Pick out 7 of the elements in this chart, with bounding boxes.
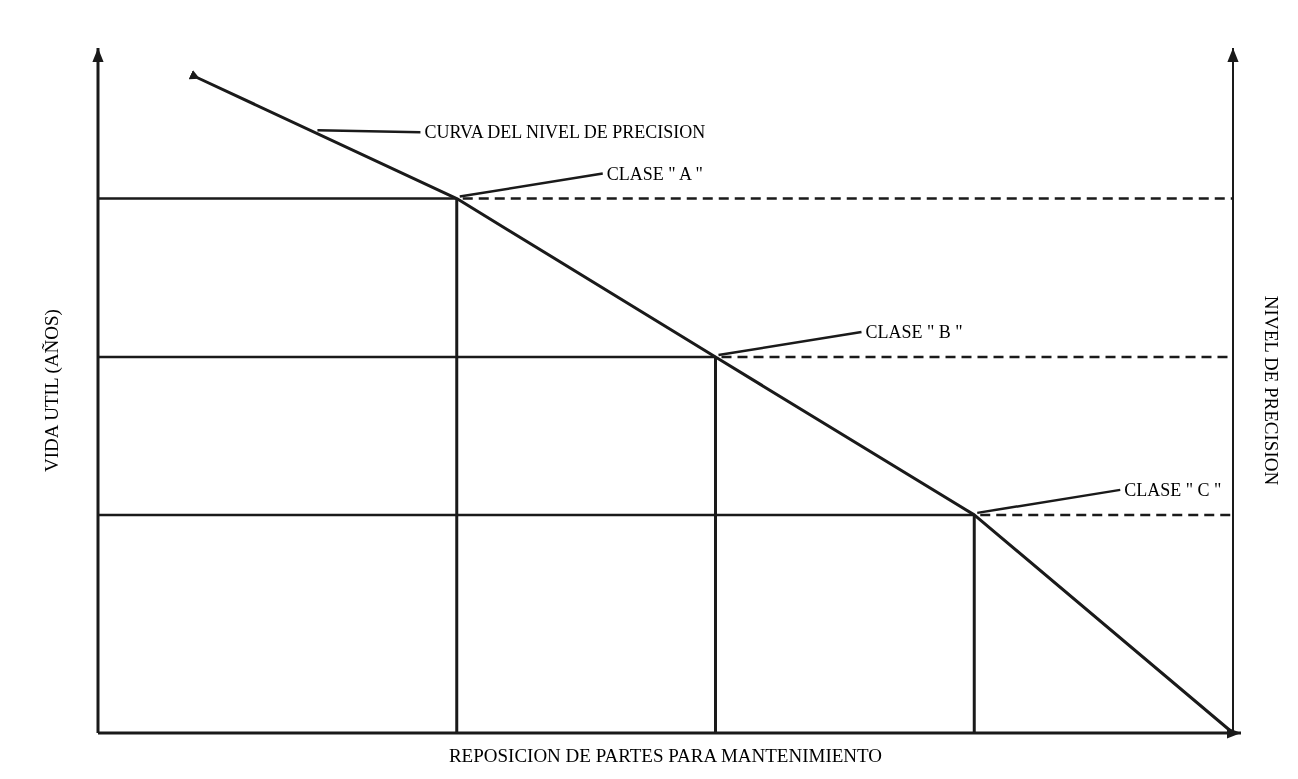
annotation: CLASE " B " (865, 322, 963, 343)
x-axis-title: REPOSICION DE PARTES PARA MANTENIMIENTO (448, 745, 883, 766)
y-axis-title: VIDA UTIL (AÑOS) (41, 309, 63, 472)
annotation: CLASE " A " (606, 163, 703, 184)
y2-axis-title: NIVEL DE PRECISION (1261, 295, 1282, 486)
annotation: CLASE " C " (1124, 479, 1222, 500)
annotation: CURVA DEL NIVEL DE PRECISION (424, 122, 706, 143)
